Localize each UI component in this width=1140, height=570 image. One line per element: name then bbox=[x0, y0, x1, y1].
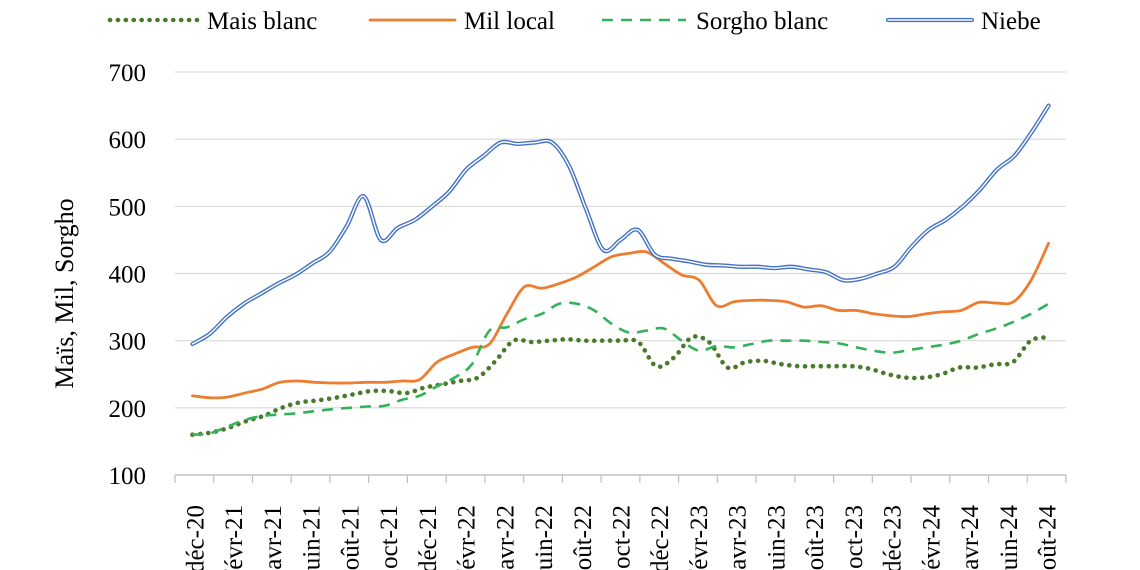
x-tick-label: juin-22 bbox=[531, 505, 558, 570]
legend-label: Mil local bbox=[464, 8, 555, 35]
x-tick-label: oct-23 bbox=[841, 505, 868, 569]
x-tick-label: févr-23 bbox=[686, 505, 713, 570]
series-line bbox=[192, 301, 1050, 436]
legend-label: Mais blanc bbox=[207, 8, 317, 35]
x-tick-label: oct-22 bbox=[609, 505, 636, 569]
legend-label: Niebe bbox=[981, 8, 1041, 35]
x-tick-label: avr-21 bbox=[260, 505, 287, 570]
y-tick-label: 100 bbox=[109, 463, 147, 490]
series-group bbox=[190, 103, 1051, 437]
y-axis: 100 200 300 400 500 600 700 bbox=[109, 60, 147, 490]
legend-item: Niebe bbox=[885, 8, 1041, 35]
x-tick-label: juin-24 bbox=[996, 505, 1023, 570]
y-tick-label: 500 bbox=[109, 194, 147, 221]
series-line bbox=[191, 241, 1050, 400]
series-sorgho-blanc bbox=[192, 301, 1050, 436]
legend-label: Sorgho blanc bbox=[696, 8, 828, 35]
legend-item: Sorgho blanc bbox=[602, 8, 828, 35]
x-tick-label: avr-24 bbox=[957, 505, 984, 570]
series-line-inner bbox=[191, 104, 1050, 345]
x-axis: déc-20 févr-21 avr-21 juin-21 août-21 oct-21 d… bbox=[174, 474, 1067, 570]
x-tick-label: déc-21 bbox=[415, 505, 442, 570]
y-axis-label: Maïs, Mil, Sorgho bbox=[50, 198, 79, 388]
x-tick-label: déc-20 bbox=[182, 505, 209, 570]
x-tick-label: avr-23 bbox=[725, 505, 752, 570]
x-tick-label: déc-23 bbox=[880, 505, 907, 570]
legend-item: Mil local bbox=[368, 8, 555, 35]
x-tick-label: févr-24 bbox=[918, 505, 945, 570]
y-tick-label: 300 bbox=[109, 329, 147, 356]
x-tick-label: juin-23 bbox=[763, 505, 790, 570]
x-tick-label: août-24 bbox=[1035, 505, 1062, 570]
series-niebe bbox=[190, 103, 1051, 347]
x-tick-label: avr-22 bbox=[492, 505, 519, 570]
x-tick-label: déc-22 bbox=[647, 505, 674, 570]
x-tick-label: août-22 bbox=[570, 505, 597, 570]
legend-item: Mais blanc bbox=[107, 8, 317, 35]
x-tick-label: juin-21 bbox=[299, 505, 326, 570]
x-tick-label: févr-21 bbox=[221, 505, 248, 570]
series-mais-blanc bbox=[190, 334, 1051, 437]
y-tick-label: 600 bbox=[109, 127, 147, 154]
y-tick-label: 400 bbox=[109, 262, 147, 289]
series-line bbox=[190, 103, 1051, 347]
y-tick-label: 700 bbox=[109, 60, 147, 87]
x-tick-label: oct-21 bbox=[376, 505, 403, 569]
grid bbox=[175, 71, 1066, 476]
x-tick-label: août-21 bbox=[337, 505, 364, 570]
x-tick-label: août-23 bbox=[802, 505, 829, 570]
x-tick-label: févr-22 bbox=[454, 505, 481, 570]
legend: Mais blanc Mil local Sorgho blanc Niebe bbox=[107, 8, 1041, 35]
series-line bbox=[190, 334, 1051, 437]
y-tick-label: 200 bbox=[109, 396, 147, 423]
series-mil-local bbox=[191, 241, 1050, 400]
